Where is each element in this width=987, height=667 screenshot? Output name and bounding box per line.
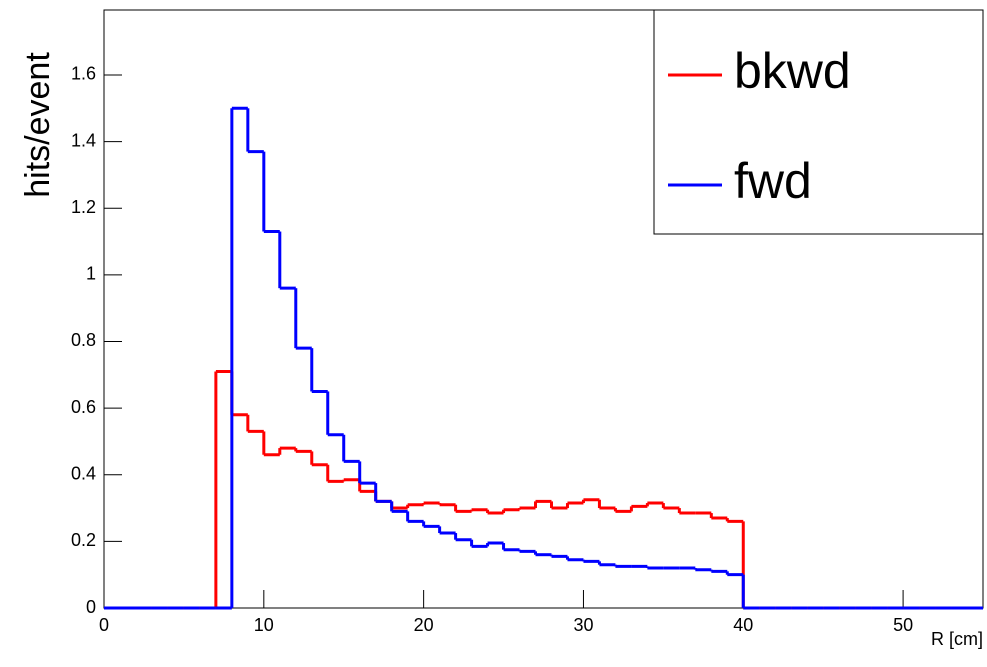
y-tick-label: 1.4	[71, 130, 96, 150]
y-tick-label: 0.2	[71, 530, 96, 550]
y-tick-label: 1.6	[71, 64, 96, 84]
x-tick-label: 50	[893, 615, 913, 635]
x-tick-label: 40	[733, 615, 753, 635]
y-axis-title: hits/event	[19, 52, 57, 198]
y-tick-label: 0.4	[71, 463, 96, 483]
y-tick-label: 1.2	[71, 197, 96, 217]
x-tick-label: 20	[414, 615, 434, 635]
y-tick-label: 1	[86, 264, 96, 284]
plot-frame	[103, 9, 984, 609]
y-tick-label: 0.8	[71, 330, 96, 350]
x-tick-label: 10	[254, 615, 274, 635]
legend-label: fwd	[734, 153, 812, 209]
x-tick-label: 30	[573, 615, 593, 635]
legend-label: bkwd	[734, 43, 851, 99]
x-tick-label: 0	[99, 615, 109, 635]
x-axis-title: R [cm]	[931, 629, 983, 649]
y-tick-label: 0	[86, 597, 96, 617]
y-tick-label: 0.6	[71, 397, 96, 417]
legend-box	[653, 9, 984, 235]
